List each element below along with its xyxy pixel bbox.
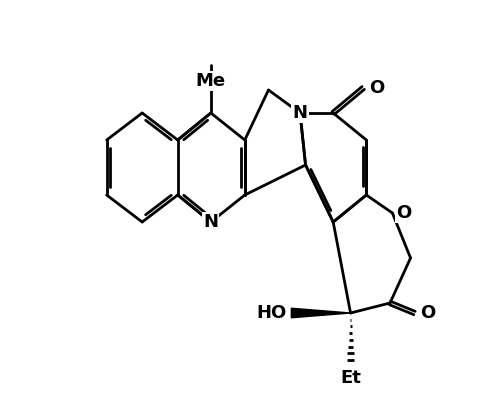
Text: O: O <box>396 204 411 222</box>
Text: N: N <box>293 104 307 122</box>
Text: Et: Et <box>340 369 361 387</box>
Text: O: O <box>421 304 436 322</box>
Text: HO: HO <box>257 304 287 322</box>
Text: O: O <box>369 79 384 97</box>
Text: N: N <box>203 213 218 231</box>
Text: Me: Me <box>196 72 226 90</box>
Polygon shape <box>291 308 351 318</box>
